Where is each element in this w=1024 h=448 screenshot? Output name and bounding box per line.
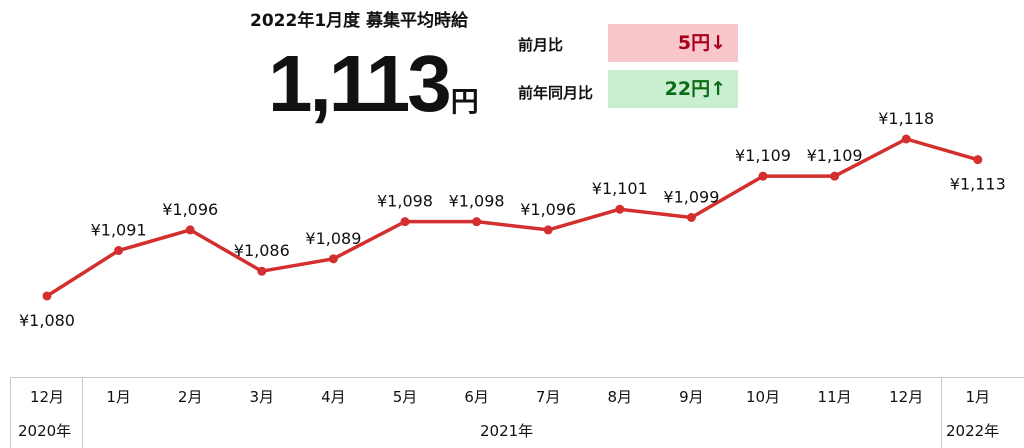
average-wage-value: 1,113	[268, 39, 452, 128]
x-tick-label: 1月	[106, 388, 131, 406]
data-point	[328, 254, 338, 264]
data-label: ¥1,101	[592, 179, 648, 198]
data-point	[114, 246, 124, 256]
data-label: ¥1,109	[735, 146, 791, 165]
x-tick-label: 11月	[817, 388, 852, 406]
data-label: ¥1,086	[234, 241, 290, 260]
year-label-2021: 2021年	[480, 422, 534, 440]
data-point	[686, 213, 696, 222]
data-point	[615, 204, 625, 214]
series-line	[46, 137, 979, 298]
x-tick-label: 4月	[321, 388, 346, 406]
x-tick-label: 1月	[965, 388, 991, 406]
average-wage-unit: 円	[450, 85, 479, 118]
data-point	[543, 225, 553, 235]
data-point	[973, 155, 983, 165]
x-tick-label: 12月	[889, 388, 924, 406]
average-wage-display: 1,113円	[268, 38, 479, 130]
x-tick-label: 6月	[464, 388, 489, 406]
data-label: ¥1,113	[950, 175, 1006, 194]
month-over-month-value: 5円↓	[608, 24, 738, 62]
data-label: ¥1,098	[449, 192, 505, 211]
x-tick-label: 7月	[535, 388, 561, 406]
wage-line-chart: ¥1,080 ¥1,091 ¥1,096 ¥1,086 ¥1,089 ¥1,098 ¥1,0…	[19, 109, 1006, 330]
month-over-month-label: 前月比	[518, 36, 564, 54]
data-label: ¥1,098	[377, 192, 433, 211]
data-point	[901, 134, 911, 144]
data-label: ¥1,109	[807, 146, 863, 165]
page-title: 2022年1月度 募集平均時給	[250, 11, 469, 31]
year-divider	[82, 377, 83, 448]
data-label: ¥1,089	[305, 229, 361, 248]
data-label: ¥1,096	[520, 200, 576, 219]
x-tick-label: 8月	[607, 388, 633, 406]
year-label-2022: 2022年	[946, 422, 1000, 440]
x-tick-label: 3月	[249, 388, 275, 406]
data-point	[42, 291, 52, 301]
data-point	[472, 217, 482, 227]
data-label: ¥1,080	[19, 311, 75, 330]
x-tick-label: 12月	[29, 388, 65, 406]
data-point	[257, 266, 267, 276]
data-label: ¥1,099	[663, 188, 719, 207]
year-over-year-value: 22円↑	[608, 70, 738, 108]
year-label-2020: 2020年	[18, 422, 72, 440]
data-point	[830, 171, 840, 181]
year-over-year-label: 前年同月比	[518, 84, 594, 102]
year-divider	[941, 377, 942, 448]
data-label: ¥1,091	[91, 221, 147, 240]
x-tick-label: 5月	[392, 388, 418, 406]
data-point	[185, 225, 195, 235]
data-point	[758, 171, 768, 181]
data-point	[400, 217, 410, 227]
x-tick-label: 9月	[679, 388, 704, 406]
data-label: ¥1,118	[878, 109, 934, 128]
x-tick-label: 2月	[177, 388, 203, 406]
data-label: ¥1,096	[162, 200, 218, 219]
x-axis-table	[10, 377, 1024, 448]
x-tick-label: 10月	[745, 388, 781, 406]
